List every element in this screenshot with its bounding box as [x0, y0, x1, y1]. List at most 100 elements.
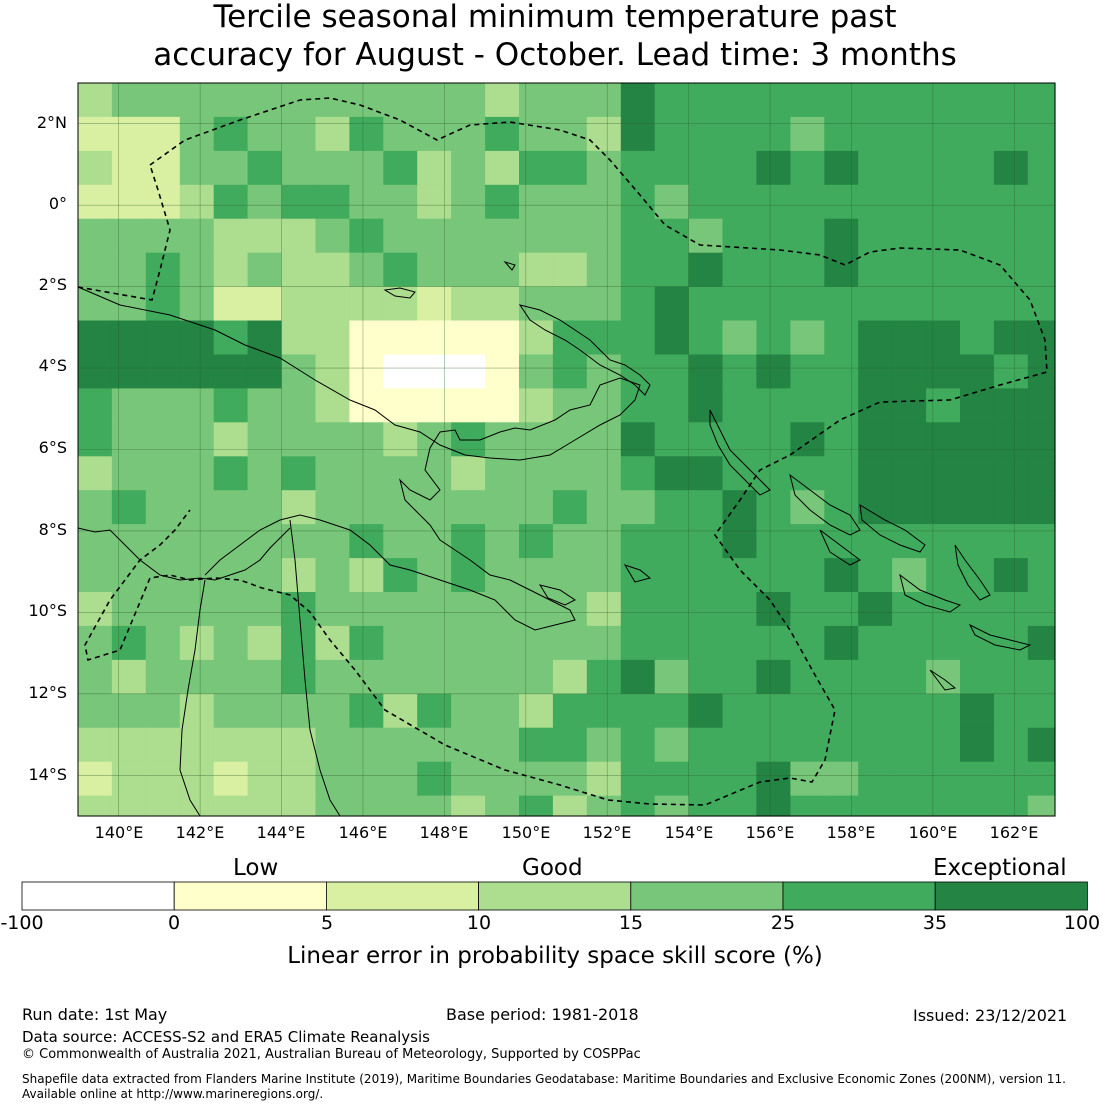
grid-cell — [654, 286, 690, 322]
grid-cell — [926, 422, 961, 457]
grid-cell — [722, 524, 757, 559]
grid-cell — [1027, 252, 1056, 288]
grid-cell — [315, 320, 350, 355]
grid-cell — [145, 320, 181, 355]
grid-cell — [620, 184, 656, 220]
grid-cell — [213, 524, 249, 559]
grid-cell — [179, 456, 215, 491]
grid-cell — [926, 184, 961, 220]
grid-cell — [552, 761, 588, 797]
grid-cell — [756, 252, 791, 288]
grid-cell — [790, 218, 825, 254]
grid-cell — [179, 524, 215, 559]
grid-cell — [417, 727, 452, 763]
grid-cell — [790, 592, 825, 627]
grid-cell — [315, 286, 350, 322]
grid-cell — [790, 320, 825, 355]
grid-cell — [213, 456, 249, 491]
grid-cell — [519, 524, 554, 559]
grid-cell — [552, 524, 588, 559]
grid-cell — [926, 150, 961, 186]
lon-label: 160°E — [908, 823, 958, 842]
lon-label: 140°E — [94, 823, 144, 842]
grid-cell — [993, 83, 1029, 118]
grid-cell — [688, 388, 724, 423]
grid-cell — [858, 83, 893, 118]
grid-cell — [824, 83, 859, 118]
grid-cell — [586, 286, 622, 322]
grid-cell — [349, 218, 384, 254]
grid-cell — [213, 625, 249, 661]
grid-cell — [722, 286, 757, 322]
data-source: Data source: ACCESS-S2 and ERA5 Climate … — [22, 1028, 430, 1046]
grid-cell — [451, 592, 486, 627]
grid-cell — [586, 116, 622, 152]
grid-cell — [315, 727, 350, 763]
grid-cell — [654, 150, 690, 186]
grid-cell — [179, 252, 215, 288]
grid-cell — [858, 456, 893, 491]
grid-cell — [111, 320, 147, 355]
grid-cell — [111, 693, 147, 729]
grid-cell — [993, 252, 1029, 288]
grid-cell — [960, 727, 995, 763]
grid-cell — [349, 422, 384, 457]
grid-cell — [960, 218, 995, 254]
grid-cell — [1027, 286, 1056, 322]
grid-cell — [960, 286, 995, 322]
grid-cell — [654, 659, 690, 695]
grid-cell — [519, 286, 554, 322]
grid-cell — [620, 490, 656, 525]
grid-cell — [213, 659, 249, 695]
grid-cell — [620, 659, 656, 695]
lon-label: 144°E — [256, 823, 306, 842]
grid-cell — [722, 184, 757, 220]
grid-cell — [179, 693, 215, 729]
grid-cell — [451, 490, 486, 525]
grid-cell — [349, 286, 384, 322]
grid-cell — [756, 320, 791, 355]
grid-cell — [790, 659, 825, 695]
grid-cell — [417, 558, 452, 593]
grid-cell — [281, 354, 316, 389]
grid-cell — [993, 422, 1029, 457]
grid-cell — [417, 795, 452, 817]
grid-cell — [349, 388, 384, 423]
map-gridlines — [78, 83, 1055, 816]
grid-cell — [213, 422, 249, 457]
grid-cell — [654, 761, 690, 797]
grid-cell — [247, 558, 283, 593]
grid-cell — [383, 354, 418, 389]
grid-cell — [892, 218, 927, 254]
grid-cell — [145, 354, 181, 389]
grid-cell — [111, 456, 147, 491]
grid-cell — [756, 625, 791, 661]
grid-cell — [1027, 83, 1056, 118]
grid-cell — [586, 320, 622, 355]
grid-cell — [1027, 184, 1056, 220]
grid-cell — [824, 388, 859, 423]
grid-cell — [383, 761, 418, 797]
grid-cell — [349, 592, 384, 627]
bougainville-coast — [709, 409, 771, 496]
grid-cell — [179, 218, 215, 254]
grid-cell — [960, 116, 995, 152]
grid-cell — [111, 727, 147, 763]
grid-cell — [349, 659, 384, 695]
grid-cell — [78, 218, 113, 254]
grid-cell — [824, 456, 859, 491]
north-islands-coast — [383, 261, 957, 691]
grid-cell — [620, 795, 656, 817]
grid-cell — [213, 558, 249, 593]
grid-cell — [993, 320, 1029, 355]
grid-cell — [179, 83, 215, 118]
grid-cell — [247, 218, 283, 254]
grid-cell — [926, 524, 961, 559]
grid-cell — [858, 252, 893, 288]
grid-cell — [315, 761, 350, 797]
grid-cell — [145, 83, 181, 118]
grid-cell — [926, 388, 961, 423]
grid-cell — [892, 659, 927, 695]
shapefile-credit-line1: Shapefile data extracted from Flanders M… — [22, 1072, 1066, 1086]
copyright: © Commonwealth of Australia 2021, Austra… — [22, 1047, 641, 1062]
